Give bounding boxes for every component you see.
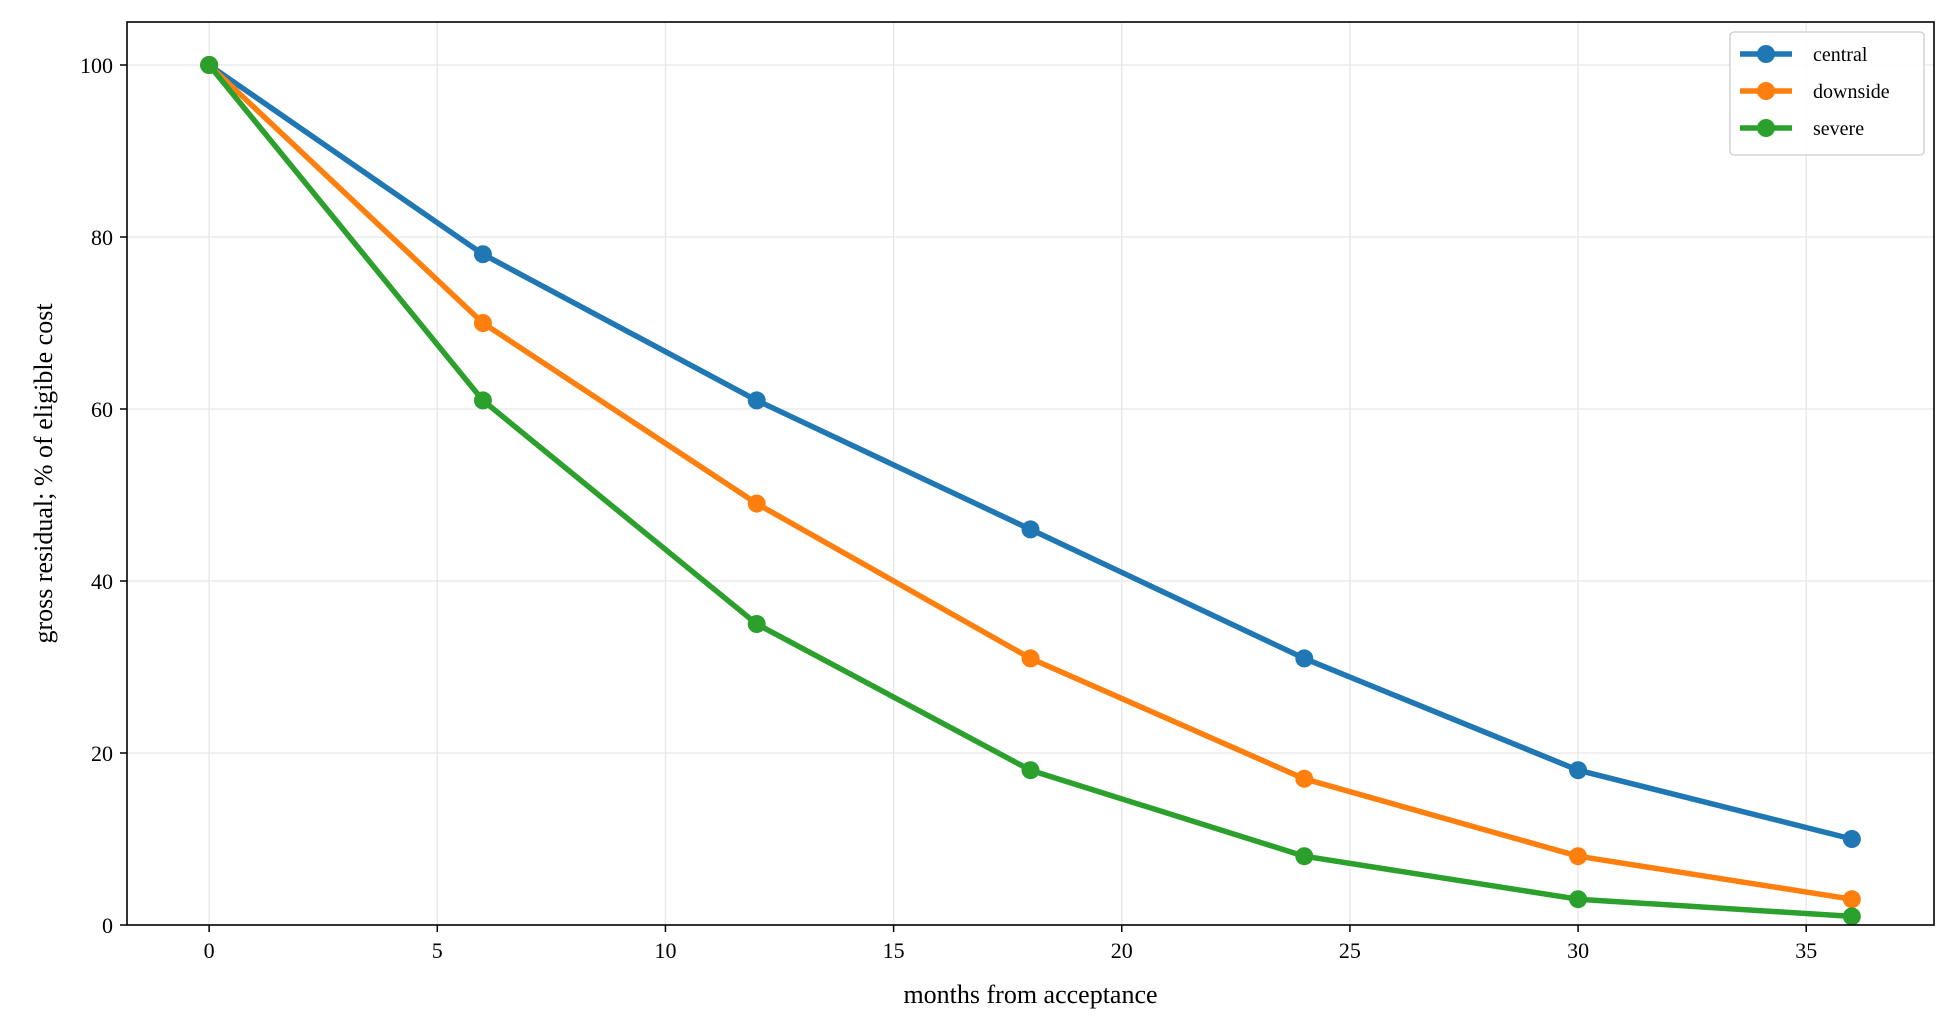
data-point-central	[1842, 830, 1861, 848]
data-point-central	[473, 245, 492, 264]
data-point-downside	[473, 314, 492, 332]
y-tick-label: 100	[80, 53, 113, 78]
legend-swatch-marker	[1757, 119, 1775, 137]
legend-item-severe: severe	[1740, 118, 1864, 140]
data-point-downside	[1842, 890, 1861, 909]
data-point-central	[1021, 520, 1040, 539]
data-point-severe	[473, 391, 492, 410]
x-tick-label: 30	[1567, 938, 1589, 963]
x-tick-label: 0	[204, 938, 215, 963]
data-point-downside	[1569, 847, 1588, 866]
data-point-central	[1295, 649, 1314, 668]
data-point-central	[747, 391, 766, 410]
y-tick-label: 80	[91, 225, 113, 250]
x-tick-label: 25	[1339, 938, 1361, 963]
x-tick-label: 35	[1795, 938, 1817, 963]
grid	[127, 22, 1934, 926]
data-point-central	[1569, 761, 1588, 780]
x-axis-title: months from acceptance	[903, 980, 1157, 1009]
plot-area-frame	[126, 21, 1935, 926]
y-tick-label: 60	[91, 397, 113, 422]
legend-swatch-marker	[1757, 45, 1775, 63]
legend-box	[1729, 31, 1925, 156]
legend-item-downside: downside	[1740, 81, 1890, 103]
legend-swatch-marker	[1757, 82, 1775, 100]
data-point-severe	[1295, 847, 1314, 866]
legend-label: downside	[1813, 81, 1890, 103]
legend: central downside severe	[1729, 31, 1925, 156]
series-line-severe	[206, 62, 1855, 920]
y-tick-label: 40	[91, 569, 113, 594]
data-point-downside	[1021, 649, 1040, 668]
data-point-downside	[1295, 769, 1314, 788]
series-severe	[200, 56, 1861, 926]
data-point-severe	[1569, 890, 1588, 909]
x-tick-label: 10	[654, 938, 676, 963]
legend-item-central: central	[1740, 44, 1868, 66]
data-point-severe	[1842, 907, 1861, 926]
x-tick-label: 5	[432, 938, 443, 963]
data-point-severe	[200, 56, 219, 74]
data-point-severe	[747, 615, 766, 633]
series-line-central	[206, 62, 1855, 842]
y-axis-title: gross residual; % of eligible cost	[29, 303, 58, 644]
x-tick-label: 20	[1111, 938, 1133, 963]
series-central	[200, 56, 1861, 848]
series-lines	[200, 56, 1861, 926]
legend-label: central	[1813, 44, 1868, 66]
data-point-downside	[747, 494, 766, 513]
x-tick-label: 15	[883, 938, 905, 963]
axis-ticks: 0 5 10 15 20 25 30 35 0 20 40 60 80 100	[80, 53, 1817, 963]
data-point-severe	[1021, 761, 1040, 780]
y-tick-label: 20	[91, 741, 113, 766]
legend-label: severe	[1813, 118, 1864, 140]
y-tick-label: 0	[102, 913, 113, 938]
